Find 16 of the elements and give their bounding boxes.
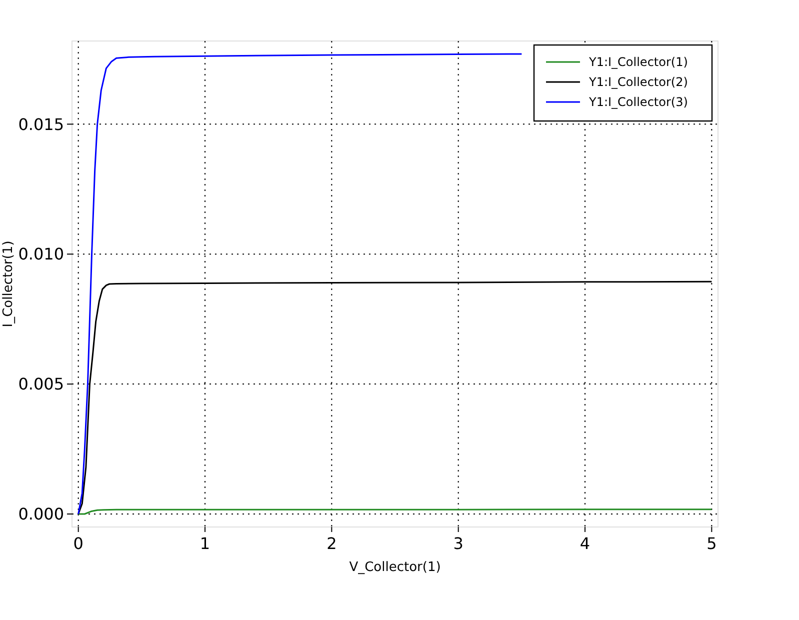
y-axis-title: I_Collector(1)	[1, 240, 16, 328]
y-tick-label: 0.005	[18, 374, 64, 394]
legend-label: Y1:I_Collector(1)	[588, 55, 688, 70]
x-tick-label: 5	[706, 534, 717, 553]
y-tick-label: 0.010	[18, 244, 64, 264]
y-tick-label: 0.015	[18, 114, 64, 134]
legend-label: Y1:I_Collector(3)	[588, 95, 688, 110]
y-tick-label: 0.000	[18, 504, 64, 524]
x-tick-label: 4	[580, 534, 590, 553]
x-tick-label: 2	[326, 534, 337, 553]
x-axis-title: V_Collector(1)	[349, 560, 441, 575]
x-tick-label: 3	[453, 534, 464, 553]
legend-label: Y1:I_Collector(2)	[588, 75, 688, 90]
x-tick-label: 1	[200, 534, 210, 553]
x-tick-label: 0	[73, 534, 84, 553]
line-series	[78, 53, 522, 515]
